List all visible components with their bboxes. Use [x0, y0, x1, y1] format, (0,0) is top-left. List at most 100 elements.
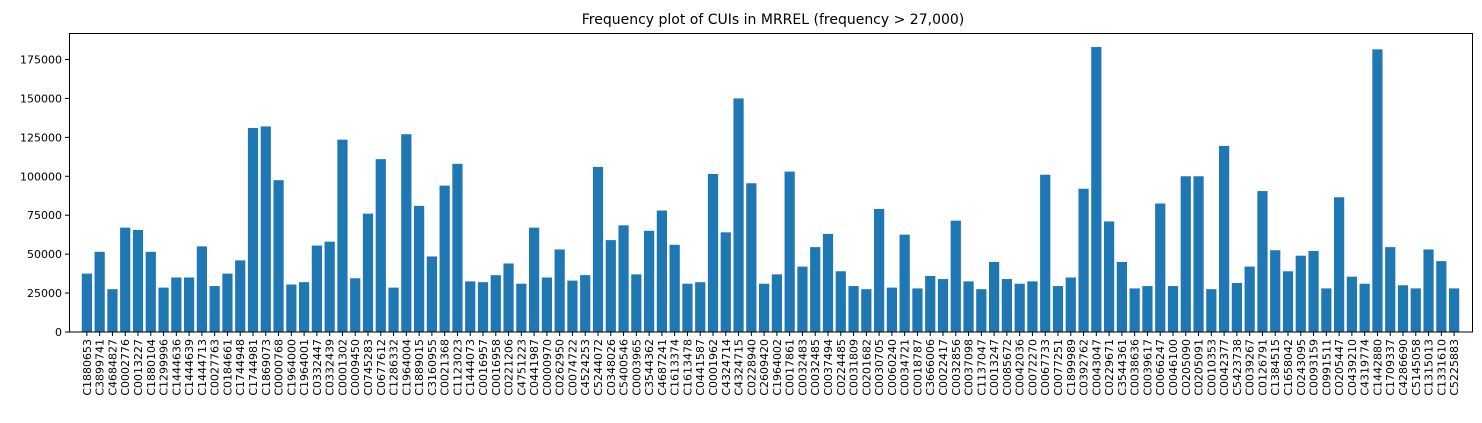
x-tick-label: C0043047 — [1090, 339, 1103, 396]
bar — [925, 275, 936, 332]
x-tick-label: C1444639 — [183, 339, 196, 396]
bar — [784, 171, 795, 332]
y-tick-label: 50000 — [27, 248, 62, 261]
bar — [797, 266, 808, 332]
bar — [235, 260, 246, 332]
bar — [682, 283, 693, 332]
x-tick-label: C1709337 — [1384, 339, 1397, 396]
x-tick-label: C0013247 — [988, 339, 1001, 396]
y-axis: 0 25000 50000 75000 100000 125000 150000 175000 — [20, 53, 69, 339]
bar — [1167, 286, 1179, 332]
bar — [426, 256, 437, 332]
bar — [196, 246, 207, 332]
x-tick-label: C0016957 — [477, 339, 490, 396]
x-tick-label: C3160955 — [426, 339, 439, 396]
x-tick-label: C0093159 — [1308, 339, 1321, 396]
bar — [477, 282, 489, 332]
x-tick-label: C1964004 — [400, 339, 413, 396]
x-tick-label: C1613478 — [681, 339, 694, 396]
plot-frame — [69, 33, 1473, 333]
y-tick-label: 125000 — [20, 131, 62, 144]
x-tick-label: C5145058 — [1410, 339, 1423, 396]
x-tick-label: C0060240 — [886, 339, 899, 396]
bar — [771, 274, 782, 332]
x-tick-label: C0439210 — [1346, 339, 1359, 396]
bar — [1180, 176, 1191, 332]
bar — [1295, 255, 1306, 332]
bar — [874, 208, 885, 332]
x-tick-label: C4751223 — [515, 339, 528, 396]
bar — [707, 173, 719, 332]
bar — [1078, 188, 1089, 332]
bar — [247, 127, 259, 333]
y-tick-label: 75000 — [27, 209, 62, 222]
bar — [1423, 249, 1434, 332]
x-tick-label: C4319774 — [1359, 339, 1372, 396]
x-tick-label: C1964000 — [285, 339, 298, 396]
x-tick-label: C1899989 — [1065, 339, 1078, 396]
x-tick-label: C0010353 — [1205, 339, 1218, 396]
x-tick-label: C0038636 — [1129, 339, 1142, 396]
bar — [1014, 283, 1025, 332]
y-tick-label: 0 — [55, 326, 62, 339]
bar — [1372, 49, 1383, 332]
x-tick-label: C1880104 — [145, 339, 158, 396]
x-tick-label: C1444073 — [464, 339, 477, 396]
x-tick-label: C0009450 — [349, 339, 362, 396]
x-tick-label: C3899741 — [94, 339, 107, 396]
x-tick-label: C0013227 — [132, 339, 145, 396]
x-tick-label: C1315013 — [1423, 339, 1436, 396]
bar — [350, 278, 361, 332]
x-tick-label: C0046100 — [1167, 339, 1180, 396]
x-tick-label: C1744981 — [247, 339, 260, 396]
x-tick-label: C1658042 — [1282, 339, 1295, 396]
bar — [529, 227, 540, 332]
bar — [299, 282, 310, 332]
x-tick-label: C0027763 — [209, 339, 222, 396]
x-tick-label: C1444713 — [196, 339, 209, 396]
bar — [656, 210, 667, 332]
x-tick-label: C0037098 — [963, 339, 976, 396]
x-tick-label: C0348026 — [605, 339, 618, 396]
bar — [886, 287, 897, 332]
x-tick-label: C0042036 — [1014, 339, 1027, 396]
bar — [976, 289, 987, 332]
bar — [1206, 289, 1217, 332]
x-tick-label: C0016958 — [490, 339, 503, 396]
bar — [580, 275, 591, 332]
x-tick-label: C0003965 — [630, 339, 643, 396]
y-tick-label: 150000 — [20, 92, 62, 105]
bar — [963, 281, 974, 332]
bar — [835, 271, 846, 332]
bar — [337, 139, 348, 332]
bar — [209, 286, 220, 332]
x-tick-label: C1744948 — [234, 339, 247, 396]
x-tick-label: C0184661 — [221, 339, 234, 396]
bar — [1065, 277, 1076, 332]
bar — [1116, 261, 1127, 332]
bar — [1129, 288, 1140, 332]
bar — [132, 229, 144, 332]
x-tick-label: C0224485 — [835, 339, 848, 396]
x-tick-label: C4524253 — [579, 339, 592, 396]
x-tick-label: C0332447 — [311, 339, 324, 396]
x-tick-label: C0332439 — [324, 339, 337, 396]
x-tick-label: C1613374 — [669, 339, 682, 396]
x-tick-label: C0205091 — [1193, 339, 1206, 396]
bar — [1155, 203, 1166, 332]
x-tick-label: C4687241 — [656, 339, 669, 396]
x-tick-label: C3544362 — [643, 339, 656, 396]
bar — [375, 159, 386, 332]
x-tick-label: C0077251 — [1052, 339, 1065, 396]
bar — [158, 287, 169, 332]
bar — [912, 288, 923, 332]
bar — [1321, 288, 1332, 332]
bar — [1346, 276, 1357, 332]
x-tick-label: C1444636 — [170, 339, 183, 396]
bar — [605, 240, 616, 332]
x-tick-label: C4286690 — [1397, 339, 1410, 396]
x-tick-label: C0067733 — [1039, 339, 1052, 396]
bar — [1193, 176, 1204, 332]
x-tick-label: C0032856 — [950, 339, 963, 396]
